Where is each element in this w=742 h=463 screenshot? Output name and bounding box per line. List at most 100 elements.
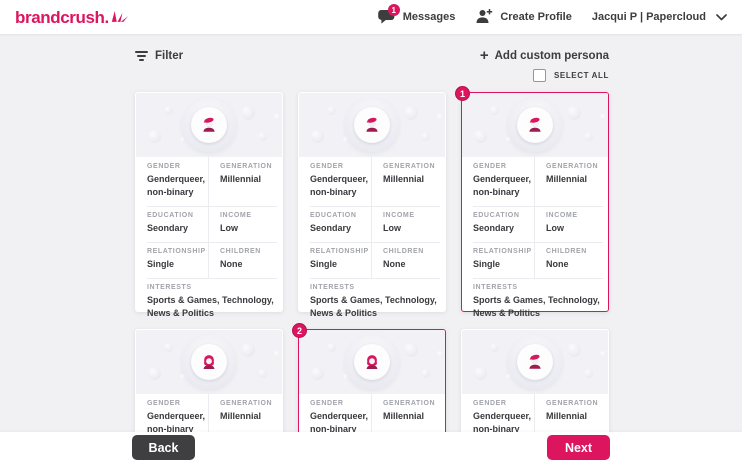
field-row: INTERESTS Sports & Games, Technology, New…	[299, 278, 445, 327]
field-value: Low	[383, 223, 401, 234]
bubble-decoration	[567, 343, 581, 357]
persona-field-children: CHILDREN None	[535, 242, 608, 278]
field-value: Genderqueer, non-binary	[147, 411, 206, 435]
bubble-decoration	[600, 114, 606, 120]
field-value: Low	[220, 223, 238, 234]
field-value: None	[383, 259, 406, 270]
bubble-decoration	[343, 374, 349, 380]
persona-field-interests: INTERESTS Sports & Games, Technology, New…	[136, 278, 282, 327]
persona-card-header	[136, 330, 282, 394]
bubble-decoration	[164, 343, 173, 352]
persona-fields: GENDER Genderqueer, non-binary GENERATION M…	[299, 157, 445, 327]
persona-fields: GENDER Genderqueer, non-binary GENERATION M…	[462, 157, 608, 327]
field-value: Sports & Games, Technology, News & Polit…	[473, 295, 600, 319]
messages-button[interactable]: 1 Messages	[377, 4, 456, 25]
persona-field-generation: GENERATION Millennial	[535, 157, 608, 206]
field-label: GENDER	[473, 163, 507, 170]
avatar	[508, 98, 562, 152]
bubble-decoration	[421, 132, 430, 141]
field-value: Millennial	[546, 174, 588, 184]
logo-text: brandcrush.	[15, 7, 109, 27]
persona-field-generation: GENERATION Millennial	[372, 394, 445, 443]
field-row: RELATIONSHIP Single CHILDREN None	[299, 242, 445, 279]
logo-splash-icon	[111, 10, 129, 22]
persona-field-gender: GENDER Genderqueer, non-binary	[136, 157, 209, 207]
bubble-decoration	[274, 114, 280, 120]
persona-card-3[interactable]: 1 GENDER Genderqueer, non-bi	[455, 86, 609, 318]
persona-field-interests: INTERESTS Sports & Games, Technology, New…	[462, 278, 608, 327]
field-row: GENDER Genderqueer, non-binary GENERATION M…	[462, 157, 608, 207]
persona-card-2[interactable]: GENDER Genderqueer, non-binary GENERATION M…	[298, 92, 446, 318]
field-label: INTERESTS	[473, 284, 518, 292]
persona-field-relationship: RELATIONSHIP Single	[462, 242, 535, 279]
persona-card-header	[299, 330, 445, 394]
persona-card-4[interactable]: GENDER Genderqueer, non-binary GENERATION M…	[135, 329, 283, 463]
field-value: Sports & Games, Technology, News & Polit…	[147, 295, 274, 319]
bubble-decoration	[180, 137, 186, 143]
bubble-decoration	[567, 106, 581, 120]
filter-button[interactable]: Filter	[135, 50, 183, 62]
brandcrush-logo[interactable]: brandcrush.	[15, 9, 129, 26]
persona-field-children: CHILDREN None	[372, 242, 445, 278]
create-profile-icon	[475, 8, 493, 27]
persona-field-generation: GENERATION Millennial	[209, 157, 282, 206]
bubble-decoration	[327, 343, 336, 352]
bubble-decoration	[241, 343, 255, 357]
toolbar: Filter + Add custom persona	[135, 48, 609, 63]
female-avatar-icon	[366, 355, 378, 369]
bubble-decoration	[241, 106, 255, 120]
field-label: RELATIONSHIP	[310, 248, 369, 256]
persona-field-children: CHILDREN None	[209, 242, 282, 278]
field-value: Sports & Games, Technology, News & Polit…	[310, 295, 437, 319]
field-row: GENDER Genderqueer, non-binary GENERATION M…	[299, 157, 445, 207]
avatar	[345, 98, 399, 152]
field-label: CHILDREN	[546, 248, 587, 256]
persona-field-gender: GENDER Genderqueer, non-binary	[462, 394, 535, 444]
persona-card-header	[462, 93, 608, 157]
bubble-decoration	[164, 106, 173, 115]
chevron-down-icon	[716, 13, 727, 20]
bubble-decoration	[311, 130, 324, 143]
field-label: EDUCATION	[147, 212, 194, 220]
field-label: INCOME	[220, 212, 252, 220]
persona-field-education: EDUCATION Seondary	[462, 206, 535, 243]
select-all-row: SELECT ALL	[135, 69, 609, 82]
male-avatar-icon	[366, 117, 378, 132]
messages-count-badge: 1	[387, 4, 400, 16]
field-label: INCOME	[383, 212, 415, 220]
back-button[interactable]: Back	[132, 435, 195, 460]
field-label: EDUCATION	[310, 212, 357, 220]
female-avatar-icon	[203, 355, 215, 369]
persona-card-header	[299, 93, 445, 157]
topbar: brandcrush. 1 Messages	[0, 0, 742, 34]
bubble-decoration	[437, 351, 443, 357]
select-all-checkbox[interactable]	[532, 69, 546, 82]
field-label: GENERATION	[546, 400, 599, 407]
field-label: GENERATION	[546, 163, 599, 170]
persona-field-relationship: RELATIONSHIP Single	[299, 242, 372, 279]
bubble-decoration	[421, 369, 430, 378]
field-value: Genderqueer, non-binary	[310, 411, 369, 435]
persona-field-gender: GENDER Genderqueer, non-binary	[299, 157, 372, 207]
persona-card-1[interactable]: GENDER Genderqueer, non-binary GENERATION M…	[135, 92, 283, 318]
field-label: RELATIONSHIP	[473, 248, 532, 256]
persona-field-income: INCOME Low	[535, 206, 608, 242]
bubble-decoration	[506, 137, 512, 143]
messages-label: Messages	[402, 11, 456, 23]
account-label: Jacqui P | Papercloud	[591, 11, 706, 23]
field-label: INTERESTS	[310, 284, 355, 292]
field-value: Genderqueer, non-binary	[473, 411, 532, 435]
create-profile-button[interactable]: Create Profile	[475, 8, 572, 27]
account-menu[interactable]: Jacqui P | Papercloud	[592, 11, 727, 23]
next-button[interactable]: Next	[547, 435, 610, 460]
field-label: GENDER	[310, 163, 344, 170]
bubble-decoration	[600, 351, 606, 357]
filter-icon	[135, 50, 148, 61]
add-custom-persona-button[interactable]: + Add custom persona	[480, 48, 609, 63]
bubble-decoration	[148, 367, 161, 380]
bubble-decoration	[437, 114, 443, 120]
field-row: INTERESTS Sports & Games, Technology, New…	[462, 278, 608, 327]
bubble-decoration	[490, 343, 499, 352]
bubble-decoration	[404, 106, 418, 120]
field-label: GENDER	[147, 163, 181, 170]
